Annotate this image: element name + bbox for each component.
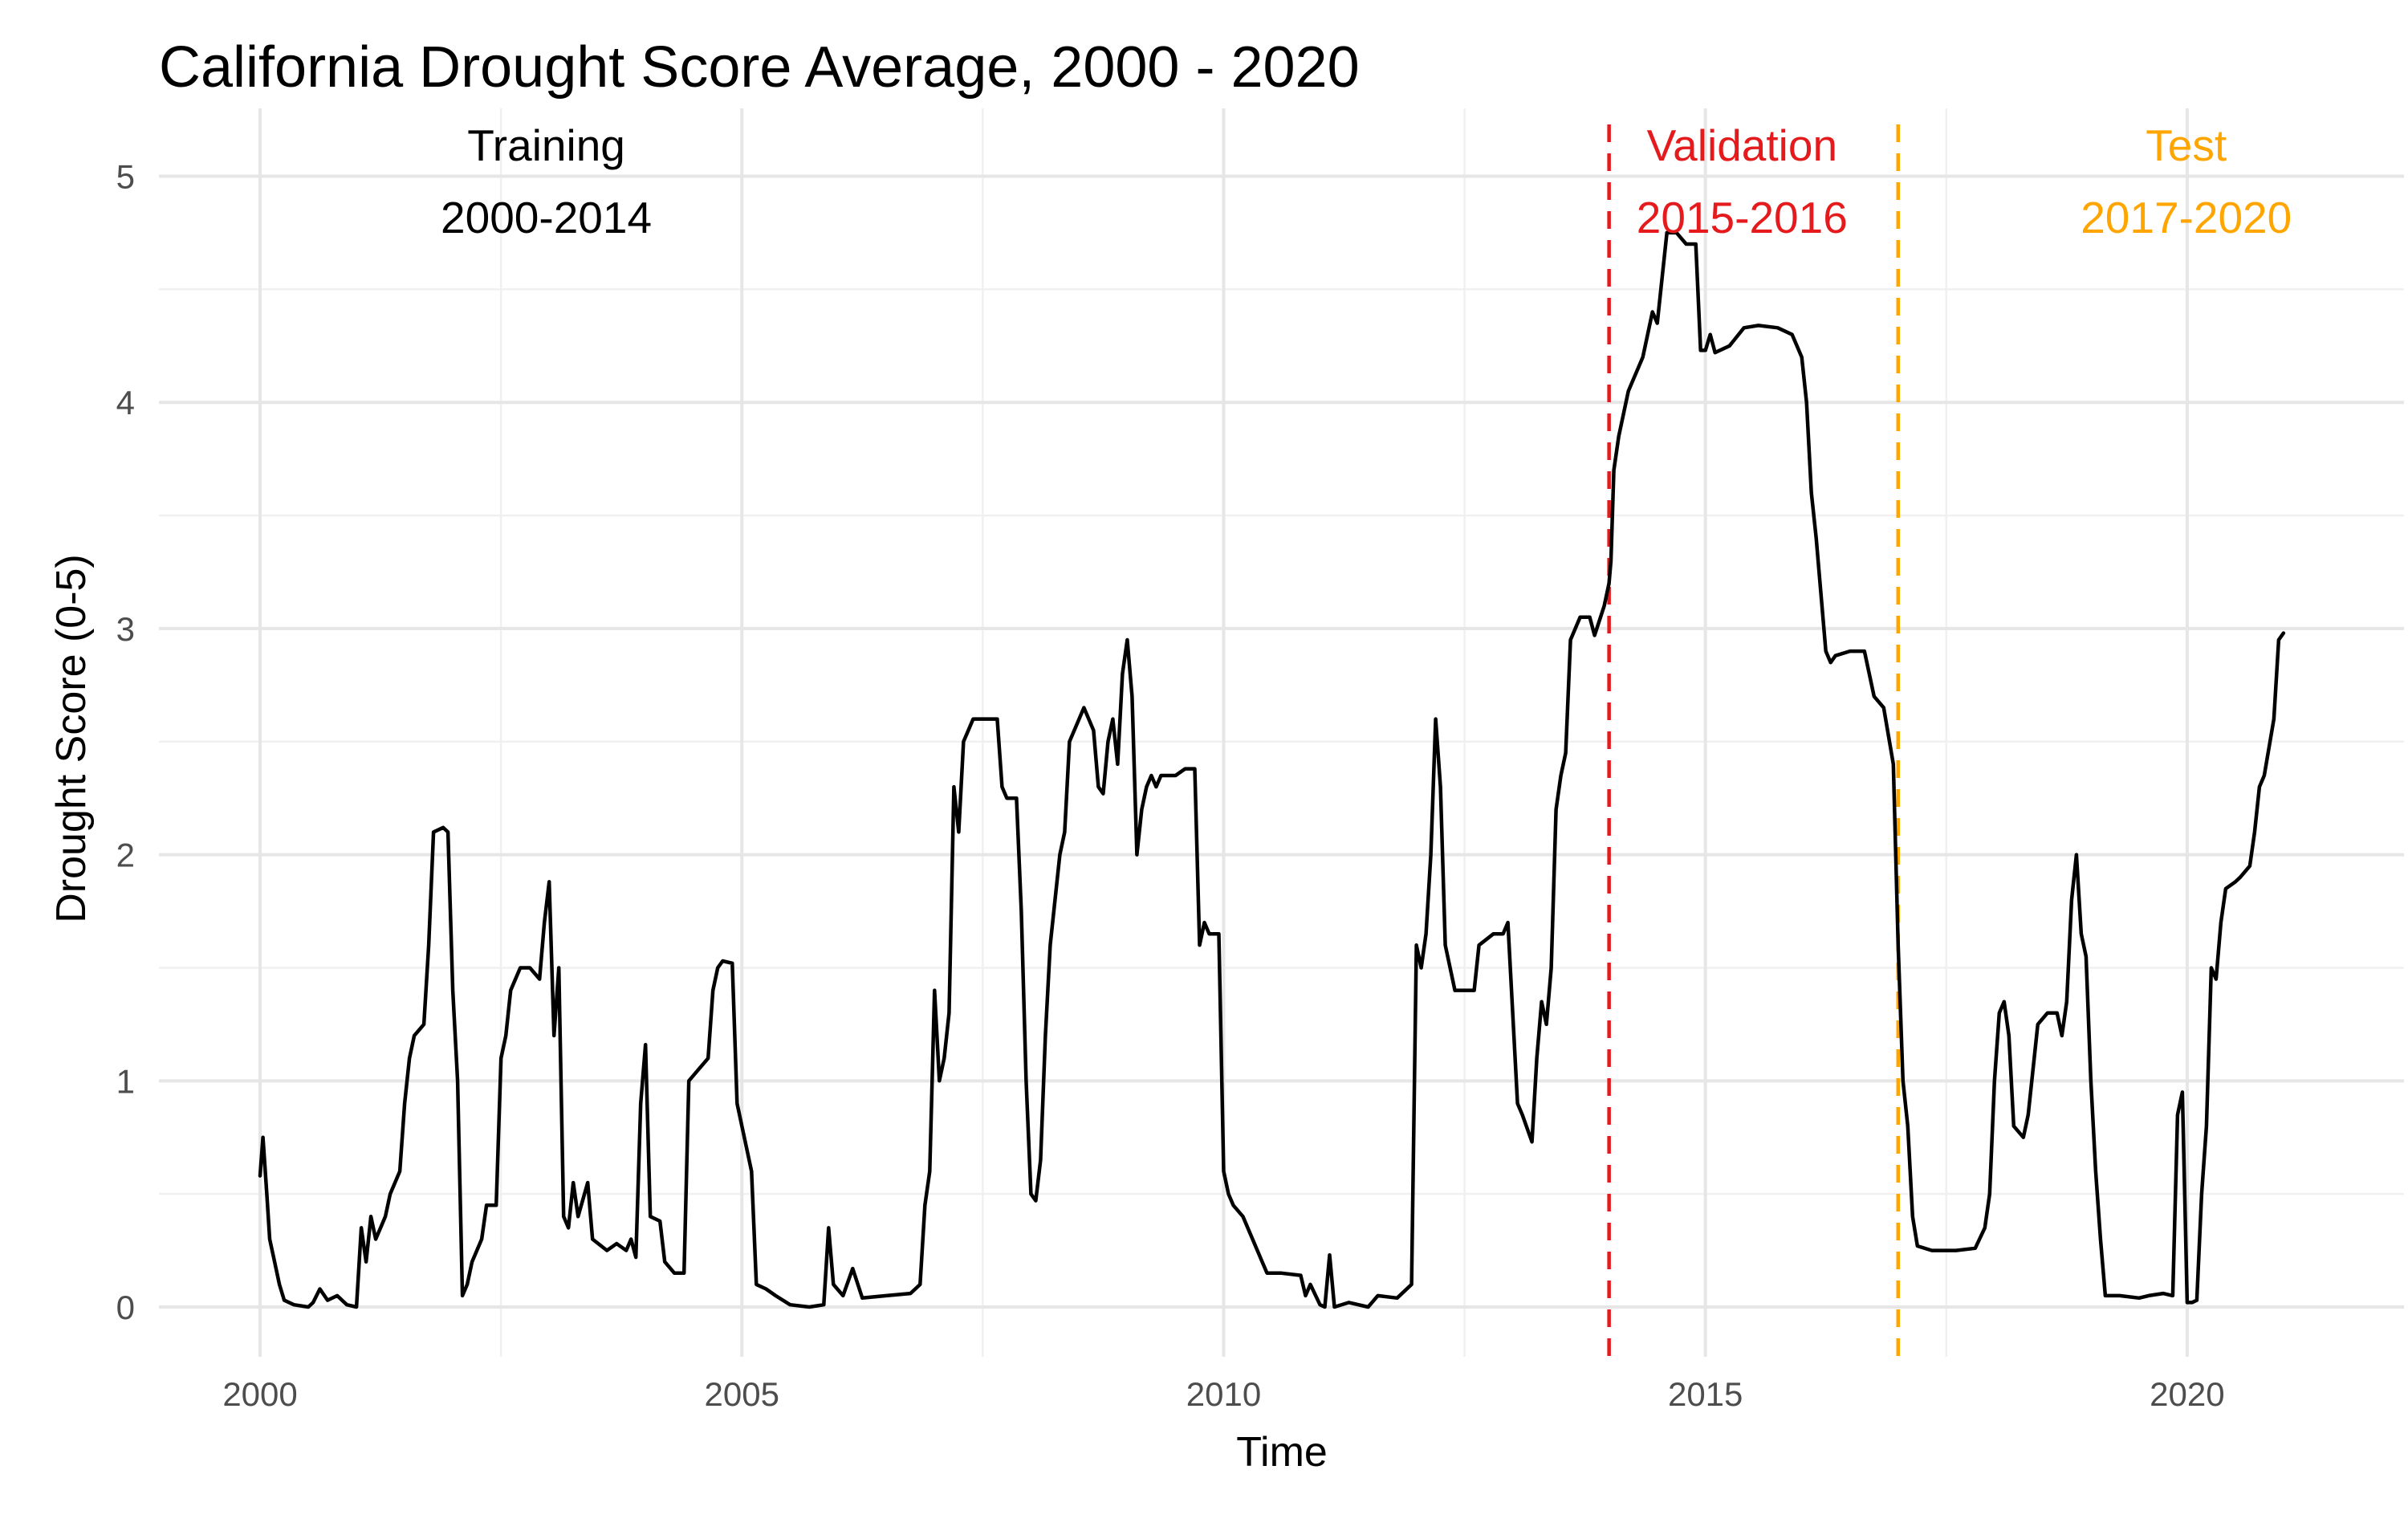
y-tick-label: 5 xyxy=(116,158,135,196)
test-label-line-2: 2017-2020 xyxy=(2081,193,2292,242)
chart-title: California Drought Score Average, 2000 -… xyxy=(159,35,1360,100)
y-axis-title: Drought Score (0-5) xyxy=(48,554,95,923)
test-label-line-1: Test xyxy=(2146,120,2227,170)
x-tick-label: 2010 xyxy=(1186,1375,1261,1413)
training-label-line-1: Training xyxy=(467,120,625,170)
x-tick-label: 2000 xyxy=(222,1375,297,1413)
x-tick-label: 2015 xyxy=(1668,1375,1743,1413)
y-tick-label: 4 xyxy=(116,384,135,421)
y-tick-label: 2 xyxy=(116,837,135,874)
validation-label-line-1: Validation xyxy=(1647,120,1837,170)
x-axis-title: Time xyxy=(1236,1429,1328,1476)
tick-labels: 2000 2005 2010 2015 2020 0 1 2 3 4 5 xyxy=(116,158,2225,1413)
series-line xyxy=(258,230,2286,1309)
grid xyxy=(159,108,2404,1357)
x-tick-label: 2020 xyxy=(2150,1375,2224,1413)
annotations: Training 2000-2014 Validation 2015-2016 Test… xyxy=(441,120,2292,242)
validation-label-line-2: 2015-2016 xyxy=(1637,193,1848,242)
y-tick-label: 3 xyxy=(116,610,135,648)
test-label: Test 2017-2020 xyxy=(2081,120,2292,242)
validation-label: Validation 2015-2016 xyxy=(1637,120,1848,242)
training-label: Training 2000-2014 xyxy=(441,120,652,242)
split-lines xyxy=(1607,124,1901,1357)
x-tick-label: 2005 xyxy=(705,1375,779,1413)
y-tick-label: 0 xyxy=(116,1289,135,1326)
y-tick-label: 1 xyxy=(116,1062,135,1100)
training-label-line-2: 2000-2014 xyxy=(441,193,652,242)
